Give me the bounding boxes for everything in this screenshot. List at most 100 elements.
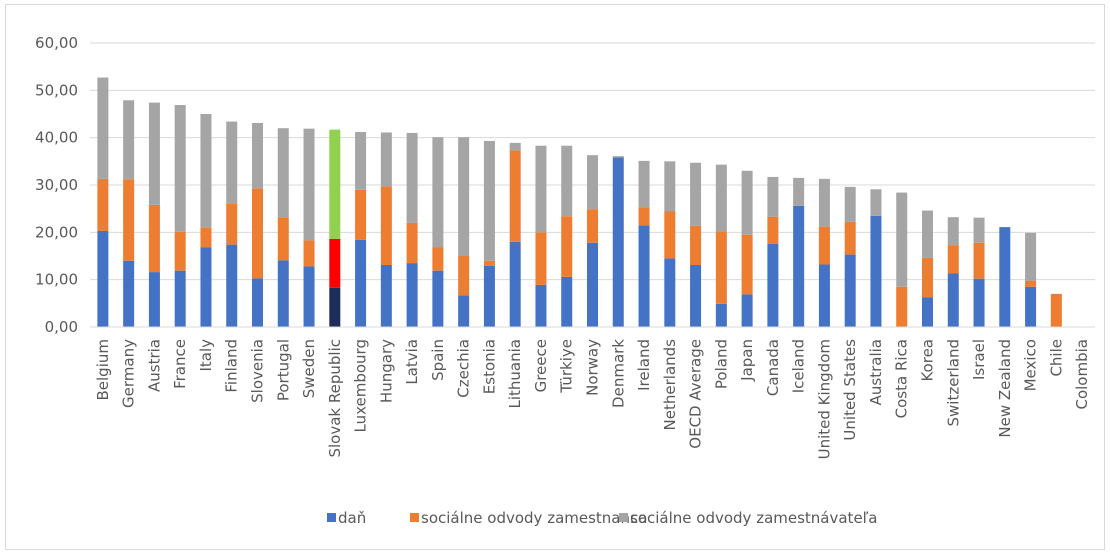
bar-segment [535,284,547,327]
bar-segment [252,278,263,327]
bar-segment [303,128,315,241]
chart-frame [5,4,1105,550]
bar-segment [200,247,212,327]
bar-segment [638,160,650,208]
bar-segment [844,221,856,255]
x-tick-label: Israel [970,339,988,380]
bar-segment [355,239,367,327]
bar-segment [818,226,830,265]
bar-segment [380,186,392,265]
legend-label: sociálne odvody zamestnávateľa [630,509,878,527]
bar-segment [767,176,779,217]
x-tick-label: Germany [120,339,138,408]
bars [97,77,1062,327]
bar-segment [767,243,779,327]
bar-segment [277,260,289,327]
bar-segment [535,232,547,285]
x-tick-label: New Zealand [996,339,1014,438]
bar-segment [818,264,830,327]
bar-segment [561,276,573,327]
bar-segment [999,227,1011,327]
bar-segment [896,286,908,327]
bar-segment [174,231,186,271]
bar-segment [252,188,263,279]
bar-segment [922,297,933,327]
bar-segment [741,170,753,235]
bar-segment [844,186,856,222]
bar-segment [922,210,933,258]
x-tick-label: Austria [145,339,163,392]
bar-segment [200,114,212,228]
bar-segment [767,216,779,244]
x-tick-label: Chile [1047,339,1065,377]
x-tick-label: Sweden [300,339,318,398]
legend-label: daň [338,509,366,527]
legend-swatch [410,513,419,522]
bar-segment [483,140,495,261]
bar-segment [406,263,418,327]
bar-segment [329,287,341,327]
bar-segment [509,241,521,327]
x-tick-label: Slovenia [249,339,267,403]
bar-segment [922,257,933,298]
x-tick-label: Portugal [274,339,292,401]
bar-segment [509,142,521,151]
x-tick-label: Colombia [1073,339,1091,410]
y-tick-label: 20,00 [35,223,78,241]
y-tick-label: 50,00 [35,81,78,99]
x-tick-label: Iceland [790,339,808,393]
bar-segment [226,121,238,204]
x-tick-label: Hungary [377,339,395,403]
bar-segment [715,164,727,232]
bar-segment [587,155,598,210]
bar-segment [690,225,702,265]
bar-segment [148,272,160,327]
x-tick-label: Latvia [403,339,421,385]
x-tick-label: Switzerland [944,339,962,427]
bar-segment [947,273,959,327]
bar-segment [483,265,495,327]
bar-segment [380,132,392,187]
bar-segment [277,128,289,218]
bar-segment [638,207,650,226]
bar-segment [664,161,676,212]
bar-segment [432,137,444,248]
bar-segment [818,178,830,227]
x-tick-label: Japan [738,339,756,382]
bar-segment [226,203,238,245]
x-tick-label: Poland [712,339,730,389]
bar-segment [1025,286,1037,327]
bar-segment [97,230,109,327]
bar-segment [123,179,135,261]
bar-segment [947,217,959,246]
bar-segment [458,137,470,256]
bar-segment [715,231,727,304]
x-tick-label: Estonia [480,339,498,394]
x-tick-label: Italy [197,339,215,372]
y-tick-label: 0,00 [45,318,78,336]
x-tick-label: Korea [919,339,937,382]
bar-segment [406,132,418,223]
x-tick-label: Ireland [635,339,653,391]
bar-segment [947,245,959,274]
bar-segment [355,189,367,240]
bar-segment [406,222,418,264]
x-axis-ticks: Belgium Germany Austria France Italy Finland S… [94,339,1091,460]
bar-segment [973,278,985,327]
bar-segment [973,217,985,243]
x-tick-label: Greece [532,339,550,392]
x-tick-label: Norway [584,339,602,396]
bar-segment [870,189,882,216]
bar-segment [973,242,985,279]
bar-segment [509,150,521,242]
bar-segment [638,225,650,327]
bar-segment [97,178,109,231]
bar-segment [483,260,495,266]
bar-segment [844,254,856,327]
bar-segment [355,131,367,190]
bar-segment [329,238,341,288]
bar-segment [303,266,315,327]
x-tick-label: Lithuania [506,339,524,408]
legend-label: sociálne odvody zamestnanca [421,509,647,527]
